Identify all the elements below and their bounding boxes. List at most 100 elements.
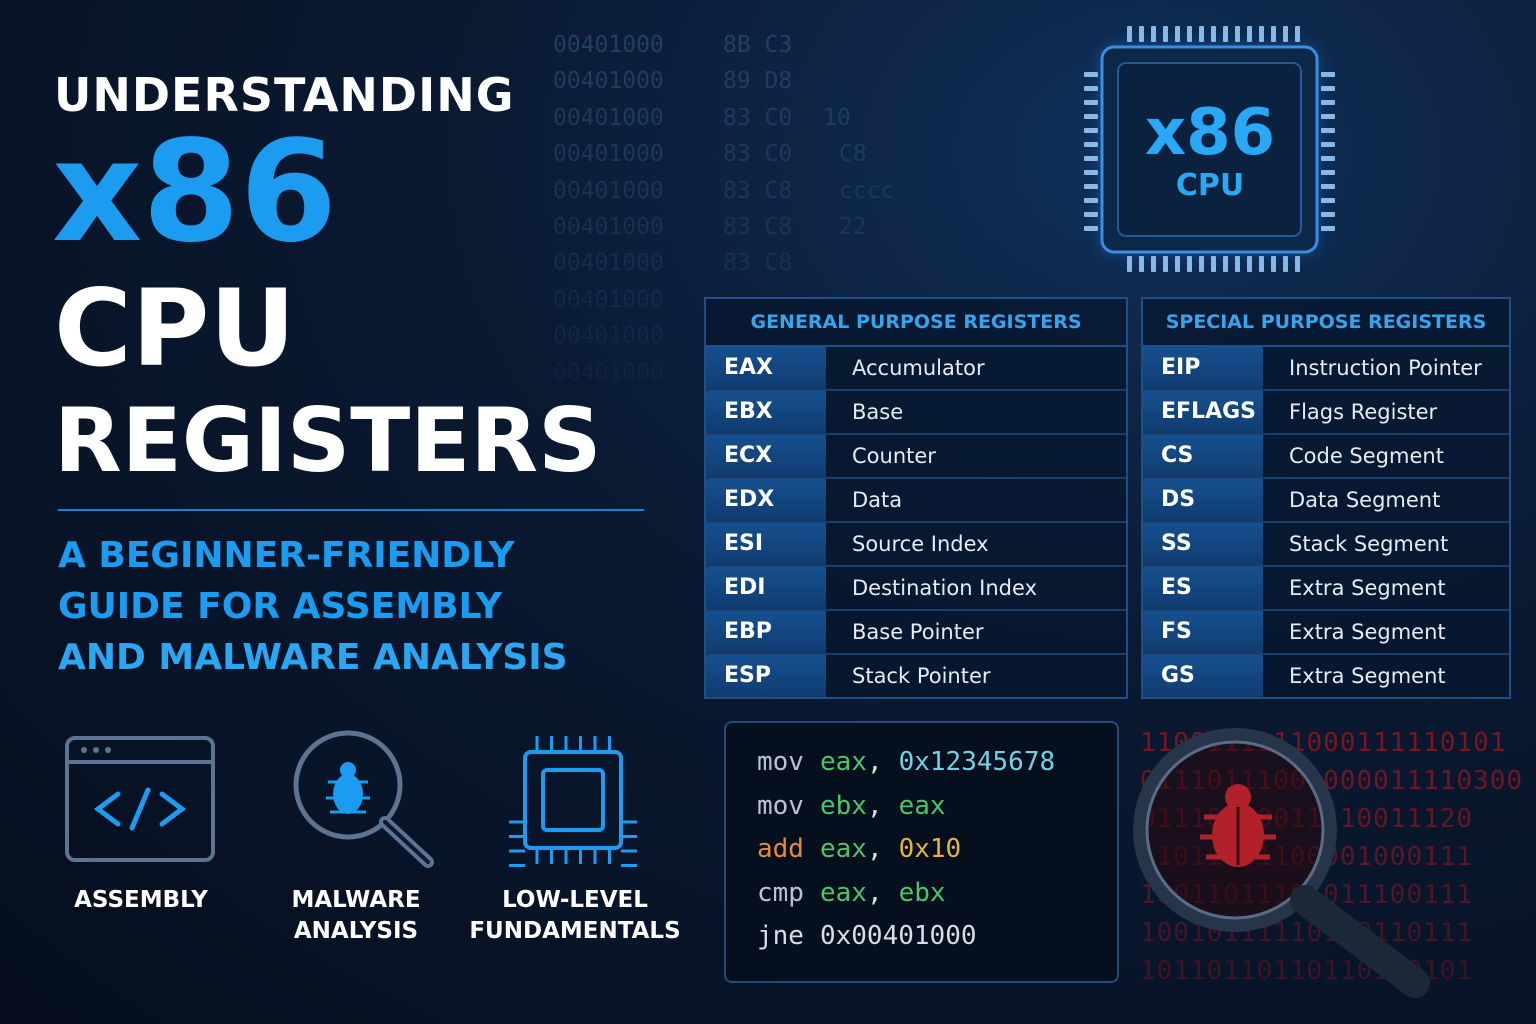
pin: [1321, 156, 1335, 161]
topic-label: FUNDAMENTALS: [469, 918, 681, 944]
register-name: EIP: [1143, 347, 1263, 389]
pin: [1295, 26, 1300, 42]
pin: [1271, 26, 1276, 42]
register-name: ESI: [706, 523, 826, 565]
table-row: EDI Destination Index: [706, 567, 1126, 611]
code-box: [724, 721, 1119, 983]
code-token: ebx: [819, 790, 867, 821]
register-desc: Base Pointer: [852, 620, 984, 644]
pin: [1084, 212, 1098, 217]
code-line: add eax, 0x10: [757, 834, 961, 864]
title-accent: x86: [52, 111, 338, 274]
pin: [1259, 26, 1264, 42]
table-row: ESI Source Index: [706, 523, 1126, 567]
table-row: EFLAGS Flags Register: [1143, 391, 1509, 435]
hex-cell: 8B C3: [723, 32, 793, 58]
table-row: EDX Data: [706, 479, 1126, 523]
pin: [1084, 100, 1098, 105]
cpu-chip: [1084, 26, 1335, 272]
magnifier: [1133, 728, 1430, 998]
hex-cell: 00401000: [553, 104, 664, 131]
pin: [1321, 170, 1335, 175]
register-table: GENERAL PURPOSE REGISTERS EAX Accumulator E…: [704, 297, 1128, 699]
code-token: 0x10: [898, 834, 962, 864]
pin: [1084, 226, 1098, 231]
pin: [1084, 142, 1098, 147]
table-row: DS Data Segment: [1143, 479, 1509, 523]
pin: [1321, 86, 1335, 91]
code-token: 0x00401000: [819, 921, 977, 951]
pin: [1321, 198, 1335, 203]
divider: [58, 509, 644, 511]
register-desc: Extra Segment: [1289, 664, 1446, 688]
register-desc: Destination Index: [852, 576, 1037, 600]
register-desc: Data: [852, 488, 903, 512]
code-token: jne: [757, 921, 804, 951]
hex-cell: 00401000: [553, 250, 664, 277]
pin: [1321, 128, 1335, 133]
hex-cell: 00401000: [553, 323, 664, 350]
pin: [1084, 184, 1098, 189]
table-row: EAX Accumulator: [706, 347, 1126, 391]
hex-cell: 83 C0: [723, 141, 793, 168]
code-token: cmp: [757, 877, 804, 908]
register-desc: Stack Pointer: [852, 664, 991, 688]
pin: [1199, 26, 1204, 42]
register-name: DS: [1143, 479, 1263, 521]
hex-cell: 00401000: [553, 286, 664, 313]
title-line: CPU: [54, 267, 296, 390]
code-token: eax: [898, 790, 946, 821]
code-token: ,: [866, 834, 883, 864]
pin: [1199, 256, 1204, 272]
register-name: GS: [1143, 655, 1263, 697]
pin: [1163, 256, 1168, 272]
table-row: ECX Counter: [706, 435, 1126, 479]
hex-cell: 00401000: [553, 177, 664, 204]
pin: [1187, 26, 1192, 42]
pin: [1139, 26, 1144, 42]
table-row: SS Stack Segment: [1143, 523, 1509, 567]
register-desc: Source Index: [852, 532, 989, 556]
pin: [1084, 170, 1098, 175]
subtitle: A BEGINNER-FRIENDLY: [58, 535, 515, 576]
hex-cell: 22: [839, 214, 867, 240]
pin: [1321, 226, 1335, 231]
pin: [1211, 26, 1216, 42]
table-row: EBP Base Pointer: [706, 611, 1126, 655]
table-row: EBX Base: [706, 391, 1126, 435]
register-name: SS: [1143, 523, 1263, 565]
pin: [1175, 26, 1180, 42]
pin: [1283, 26, 1288, 42]
register-name: EDI: [706, 567, 826, 609]
topic-label: ASSEMBLY: [74, 887, 208, 913]
chip-sublabel: CPU: [1175, 168, 1245, 203]
pin: [1271, 256, 1276, 272]
topic-label: MALWARE: [291, 887, 421, 913]
table-row: GS Extra Segment: [1143, 655, 1509, 697]
subtitle: AND MALWARE ANALYSIS: [58, 637, 568, 678]
code-token: eax: [819, 834, 867, 864]
code-token: mov: [757, 790, 804, 821]
pin: [1084, 198, 1098, 203]
register-name: EBP: [706, 611, 826, 653]
pin: [1223, 256, 1228, 272]
pin: [1127, 26, 1132, 42]
pin: [1187, 256, 1192, 272]
code-line: cmp eax, ebx: [757, 878, 946, 908]
code-token: add: [757, 834, 804, 864]
chip-label: x86: [1144, 96, 1276, 170]
hex-cell: 83 C8: [723, 177, 793, 204]
topic-icons: [65, 730, 637, 868]
hex-cell: 00401000: [553, 141, 664, 168]
subtitle: GUIDE FOR ASSEMBLY: [58, 586, 502, 627]
register-desc: Flags Register: [1289, 400, 1438, 424]
register-desc: Extra Segment: [1289, 620, 1446, 644]
register-desc: Data Segment: [1289, 488, 1441, 512]
register-desc: Stack Segment: [1289, 532, 1449, 556]
register-name: EBX: [706, 391, 826, 433]
table-title: GENERAL PURPOSE REGISTERS: [706, 299, 1126, 347]
pin: [1321, 184, 1335, 189]
pin: [1321, 114, 1335, 119]
hex-cell: 00401000: [553, 359, 664, 386]
